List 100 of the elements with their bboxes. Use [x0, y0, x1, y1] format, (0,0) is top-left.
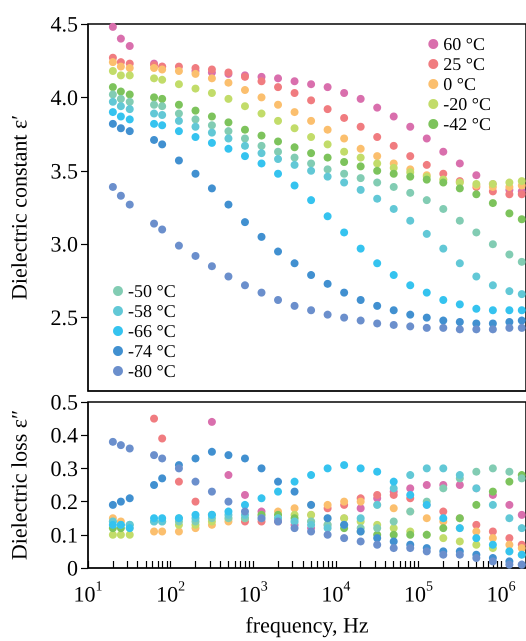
point [324, 154, 332, 162]
point [274, 74, 282, 82]
point [488, 240, 497, 248]
point [390, 306, 398, 314]
point [224, 127, 232, 136]
point [126, 115, 134, 124]
point [422, 314, 431, 322]
point [274, 248, 282, 256]
point [307, 80, 316, 88]
point [224, 144, 232, 153]
point [472, 500, 480, 509]
point [208, 128, 216, 137]
point [390, 182, 398, 191]
y-tick-label: 4.0 [50, 84, 78, 110]
point [208, 488, 216, 496]
point [356, 122, 365, 131]
point [307, 116, 316, 125]
point [192, 115, 200, 124]
point [505, 287, 514, 296]
point [472, 228, 480, 236]
point [390, 142, 398, 150]
point [373, 490, 382, 499]
point [406, 152, 414, 160]
point [324, 105, 332, 114]
point [290, 259, 299, 268]
point [240, 281, 249, 290]
point [439, 484, 448, 492]
legend-label: -50 °C [128, 281, 176, 301]
point [240, 86, 249, 94]
point [324, 464, 332, 472]
point [373, 319, 382, 328]
point [340, 314, 348, 322]
point [307, 527, 316, 536]
point [373, 152, 382, 160]
point [158, 226, 166, 234]
point [390, 504, 398, 512]
point [439, 316, 448, 325]
point [307, 196, 316, 204]
y-tick-label: 2.5 [50, 305, 78, 330]
point [290, 160, 299, 169]
point [472, 468, 480, 476]
point [324, 524, 332, 532]
point [456, 481, 464, 489]
legend-label: -80 °C [128, 361, 176, 381]
point [290, 302, 299, 310]
point [158, 527, 166, 536]
point [174, 66, 183, 75]
point [456, 259, 464, 268]
y-tick-label: 0 [67, 556, 78, 580]
point [192, 70, 200, 78]
point [373, 302, 382, 310]
point [340, 178, 348, 187]
point [258, 494, 266, 502]
point [290, 77, 299, 86]
point [373, 133, 382, 142]
point [488, 199, 497, 208]
point [422, 464, 431, 472]
point [373, 534, 382, 542]
point [373, 166, 382, 175]
point [390, 170, 398, 178]
point [192, 84, 200, 93]
point [324, 500, 332, 509]
point [158, 474, 166, 482]
point [274, 137, 282, 146]
point [439, 524, 448, 532]
point [406, 484, 414, 492]
point [356, 94, 365, 103]
point [158, 454, 166, 462]
point [274, 170, 282, 178]
legend-label: -74 °C [128, 341, 176, 361]
point [422, 230, 431, 238]
point [258, 77, 266, 86]
point [439, 244, 448, 253]
point [126, 90, 134, 98]
point [158, 514, 166, 522]
point [240, 126, 249, 134]
point [390, 544, 398, 552]
point [240, 102, 249, 110]
point [356, 504, 365, 512]
point [208, 66, 216, 74]
point [307, 271, 316, 280]
y-tick-label: 0.2 [50, 489, 78, 514]
point [406, 530, 414, 539]
point [340, 148, 348, 156]
y-axis-title: Dielectric constant ε′ [6, 114, 32, 300]
point [240, 500, 249, 509]
point [126, 42, 134, 50]
point [158, 121, 166, 130]
point [439, 204, 448, 213]
point [390, 478, 398, 486]
point [488, 557, 497, 566]
point [340, 288, 348, 297]
point [472, 304, 480, 313]
point [258, 149, 266, 158]
point [472, 272, 480, 280]
point [274, 488, 282, 496]
point [390, 204, 398, 213]
point [274, 296, 282, 304]
point [224, 94, 232, 103]
point [439, 550, 448, 559]
